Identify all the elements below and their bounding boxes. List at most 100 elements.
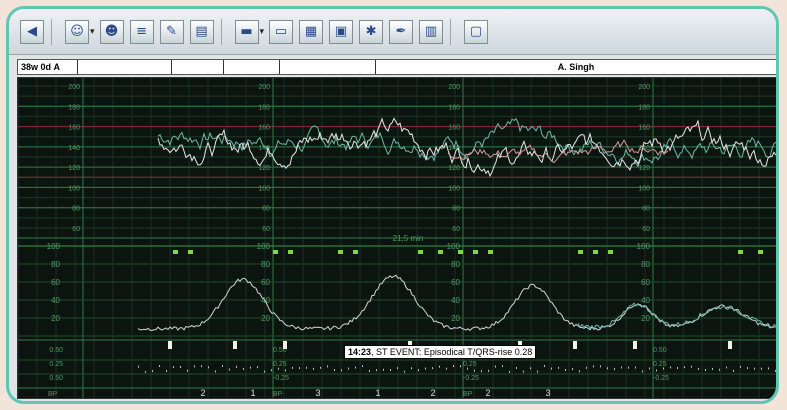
stan-tqrs-point bbox=[404, 370, 405, 373]
stan-tqrs-point bbox=[523, 370, 524, 373]
pen-icon[interactable]: ✒ bbox=[389, 19, 414, 44]
dropdown-arrow-icon[interactable]: ▾ bbox=[259, 26, 265, 37]
stan-tqrs-point bbox=[726, 366, 727, 369]
folder-icon[interactable]: ▭ bbox=[269, 19, 294, 44]
document-icon[interactable]: ▤ bbox=[189, 19, 214, 44]
stan-tqrs-point bbox=[446, 367, 447, 370]
stan-tqrs-point bbox=[376, 369, 377, 372]
stan-tqrs-point bbox=[439, 365, 440, 368]
fhr-axis-label: 60 bbox=[452, 226, 460, 233]
stan-tqrs-point bbox=[607, 367, 608, 370]
info-field-1[interactable] bbox=[78, 60, 172, 74]
movement-marker bbox=[593, 250, 598, 254]
stan-tqrs-point bbox=[572, 368, 573, 371]
stan-tqrs-point bbox=[278, 367, 279, 370]
fhr-axis-label: 140 bbox=[68, 145, 80, 152]
stan-tqrs-point bbox=[236, 365, 237, 368]
alarm-icon[interactable]: ✱ bbox=[359, 19, 384, 44]
toco-axis-label: 80 bbox=[641, 260, 650, 269]
window-icon[interactable]: ▢ bbox=[464, 19, 489, 44]
movement-marker bbox=[288, 250, 293, 254]
st-event-label: 14:23, ST EVENT: Episodical T/QRS-rise 0… bbox=[344, 345, 537, 359]
fhr-axis-label: 200 bbox=[258, 84, 270, 91]
fhr-axis-label: 60 bbox=[72, 226, 80, 233]
stan-tqrs-point bbox=[453, 365, 454, 368]
edit-icon[interactable]: ✎ bbox=[159, 19, 184, 44]
ctg-monitor-display: 200 180 160 140 120 100 80 60 200 180 160 140 120 100… bbox=[17, 77, 776, 399]
movement-marker bbox=[473, 250, 478, 254]
stan-tqrs-point bbox=[586, 366, 587, 369]
stan-tqrs-point bbox=[201, 365, 202, 368]
stan-tqrs-point bbox=[208, 366, 209, 369]
toco-trace-secondary bbox=[577, 302, 776, 330]
dropdown-arrow-icon[interactable]: ▾ bbox=[90, 26, 95, 37]
toco-axis-label: 100 bbox=[47, 242, 61, 251]
toco-axis-label: 100 bbox=[257, 242, 271, 251]
toco-axis-label: 40 bbox=[641, 296, 650, 305]
chart-icon[interactable]: ▦ bbox=[299, 19, 324, 44]
stan-tqrs-point bbox=[180, 366, 181, 369]
stan-marker bbox=[168, 341, 172, 349]
stan-axis-label: 0.50 bbox=[49, 347, 63, 354]
stan-tqrs-point bbox=[656, 369, 657, 372]
stan-tqrs-point bbox=[215, 370, 216, 373]
fhr-axis-label: 160 bbox=[68, 125, 80, 132]
stan-tqrs-point bbox=[334, 369, 335, 372]
list-icon[interactable]: ≡ bbox=[129, 19, 154, 44]
stan-tqrs-point bbox=[670, 366, 671, 369]
stan-tqrs-point bbox=[159, 365, 160, 368]
bed-icon[interactable]: ▬ bbox=[234, 19, 259, 44]
stan-marker bbox=[233, 341, 237, 349]
stan-axis-label: 0.25 bbox=[653, 361, 667, 368]
toco-axis-label: 60 bbox=[451, 278, 460, 287]
stan-tqrs-point bbox=[593, 365, 594, 368]
stan-tqrs-point bbox=[369, 370, 370, 373]
stan-tqrs-point bbox=[614, 368, 615, 371]
stan-tqrs-point bbox=[768, 367, 769, 370]
fhr-axis-label: 180 bbox=[448, 104, 460, 111]
stan-tqrs-point bbox=[187, 369, 188, 372]
stan-tqrs-point bbox=[502, 365, 503, 368]
fhr-axis-label: 160 bbox=[448, 125, 460, 132]
st-event-number: 3 bbox=[545, 388, 550, 398]
user-icon[interactable]: ☺ bbox=[65, 19, 89, 44]
stan-tqrs-point bbox=[712, 368, 713, 371]
gestation-field[interactable]: 38w 0d A bbox=[18, 60, 78, 74]
st-event-number: 1 bbox=[250, 388, 255, 398]
toco-axis-label: 60 bbox=[51, 278, 60, 287]
fhr-axis-label: 200 bbox=[68, 84, 80, 91]
info-field-3[interactable] bbox=[224, 60, 280, 74]
info-field-2[interactable] bbox=[172, 60, 224, 74]
info-field-4[interactable] bbox=[280, 60, 376, 74]
fhr-trace-secondary bbox=[157, 117, 776, 168]
stan-tqrs-point bbox=[551, 367, 552, 370]
toolbar: ◀ ☺ ▾ ☻ ≡ ✎ ▤ ▬ ▾ ▭ ▦ ▣ ✱ ✒ ▥ ▢ bbox=[9, 9, 776, 55]
patient-name: A. Singh bbox=[557, 62, 595, 72]
fhr-axis-label: 120 bbox=[258, 165, 270, 172]
fhr-axis-label: 60 bbox=[262, 226, 270, 233]
stan-axis-label: 0.25 bbox=[273, 361, 287, 368]
fhr-axis-label: 200 bbox=[448, 84, 460, 91]
toolbar-separator bbox=[450, 18, 457, 45]
trend-icon[interactable]: ▥ bbox=[419, 19, 444, 44]
stan-tqrs-point bbox=[271, 369, 272, 372]
stan-tqrs-point bbox=[390, 369, 391, 372]
stan-tqrs-point bbox=[579, 370, 580, 373]
fhr-axis-label: 100 bbox=[448, 185, 460, 192]
toco-axis-label: 40 bbox=[261, 296, 270, 305]
stan-tqrs-point bbox=[628, 366, 629, 369]
stan-tqrs-point bbox=[621, 366, 622, 369]
stan-axis-label: 0.25 bbox=[49, 361, 63, 368]
print-icon[interactable]: ▣ bbox=[329, 19, 354, 44]
fhr-axis-label: 100 bbox=[258, 185, 270, 192]
stan-tqrs-point bbox=[530, 367, 531, 370]
back-icon[interactable]: ◀ bbox=[20, 19, 44, 44]
stan-tqrs-point bbox=[684, 366, 685, 369]
stan-tqrs-point bbox=[649, 367, 650, 370]
app-window: ◀ ☺ ▾ ☻ ≡ ✎ ▤ ▬ ▾ ▭ ▦ ▣ ✱ ✒ ▥ ▢ 38w 0d A A. Singh 200 18… bbox=[6, 6, 779, 404]
toco-axis-label: 100 bbox=[637, 242, 651, 251]
users-icon[interactable]: ☻ bbox=[99, 19, 124, 44]
stan-tqrs-point bbox=[747, 367, 748, 370]
toco-axis-label: 60 bbox=[641, 278, 650, 287]
toco-axis-label: 40 bbox=[51, 296, 60, 305]
